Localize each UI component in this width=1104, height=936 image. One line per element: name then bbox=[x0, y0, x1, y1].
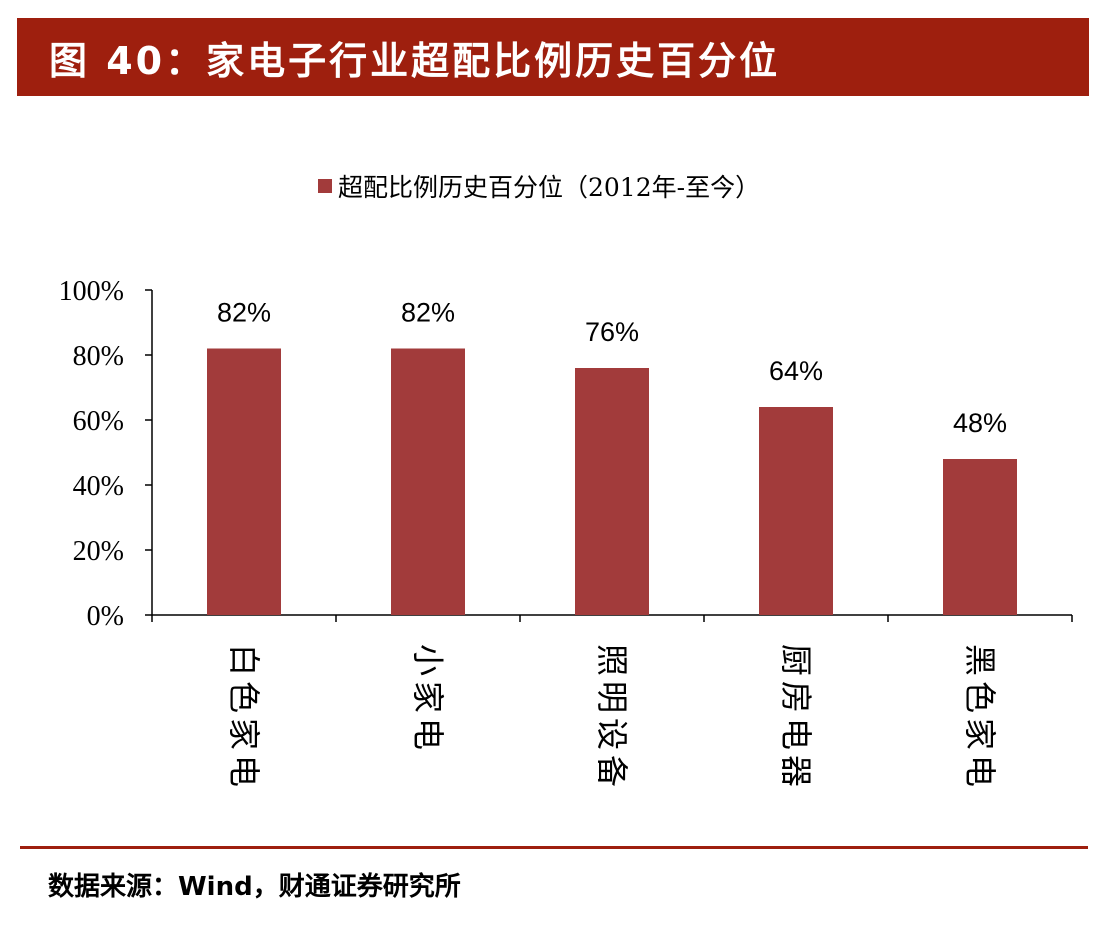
y-tick-label: 0% bbox=[87, 601, 124, 632]
category-label-char: 照 bbox=[593, 644, 631, 676]
category-label-char: 电 bbox=[961, 755, 999, 787]
category-label-char: 明 bbox=[593, 681, 631, 713]
y-tick-label: 20% bbox=[73, 536, 124, 567]
category-label-char: 家 bbox=[225, 718, 263, 750]
category-label-char: 小 bbox=[409, 644, 447, 676]
y-tick-label: 40% bbox=[73, 471, 124, 502]
category-label-char: 白 bbox=[225, 644, 263, 676]
bars bbox=[207, 348, 1017, 615]
axes: 0% 20% 40% 60% 80% 100% bbox=[59, 276, 1073, 632]
bar bbox=[575, 368, 649, 615]
category-label-char: 电 bbox=[409, 718, 447, 750]
category-label-char: 房 bbox=[777, 681, 815, 713]
category-label-char: 色 bbox=[225, 681, 263, 713]
category-label-char: 色 bbox=[961, 681, 999, 713]
category-label-char: 厨 bbox=[777, 644, 815, 676]
y-tick-label: 100% bbox=[59, 276, 124, 307]
bar bbox=[391, 348, 465, 615]
figure-title: 图 40：家电子行业超配比例历史百分位 bbox=[49, 38, 781, 83]
bar-chart: 超配比例历史百分位（2012年-至今） 0% 20% 40% 60% 80% 100% 8… bbox=[59, 173, 1073, 787]
legend-swatch bbox=[318, 179, 332, 193]
data-labels: 82% 82% 76% 64% 48% bbox=[217, 298, 1007, 439]
bar bbox=[943, 459, 1017, 615]
category-label-char: 电 bbox=[225, 755, 263, 787]
data-label: 76% bbox=[585, 317, 639, 347]
bar bbox=[759, 407, 833, 615]
category-label-char: 黑 bbox=[961, 644, 999, 676]
bar bbox=[207, 348, 281, 615]
legend-label: 超配比例历史百分位（2012年-至今） bbox=[338, 173, 760, 202]
category-label-char: 器 bbox=[777, 755, 815, 787]
footer-divider bbox=[20, 846, 1088, 849]
y-tick-label: 60% bbox=[73, 406, 124, 437]
category-label: 小家电 bbox=[409, 644, 447, 750]
legend: 超配比例历史百分位（2012年-至今） bbox=[318, 173, 760, 202]
category-label-char: 电 bbox=[777, 718, 815, 750]
category-label-char: 家 bbox=[961, 718, 999, 750]
source-note: 数据来源：Wind，财通证券研究所 bbox=[48, 872, 461, 902]
data-label: 82% bbox=[401, 298, 455, 328]
data-label: 64% bbox=[769, 356, 823, 386]
y-tick-label: 80% bbox=[73, 341, 124, 372]
data-label: 82% bbox=[217, 298, 271, 328]
category-label-char: 设 bbox=[593, 718, 631, 750]
category-label-char: 备 bbox=[593, 755, 631, 787]
data-label: 48% bbox=[953, 408, 1007, 438]
figure-title-bar: 图 40：家电子行业超配比例历史百分位 bbox=[17, 18, 1089, 96]
category-label-char: 家 bbox=[409, 681, 447, 713]
